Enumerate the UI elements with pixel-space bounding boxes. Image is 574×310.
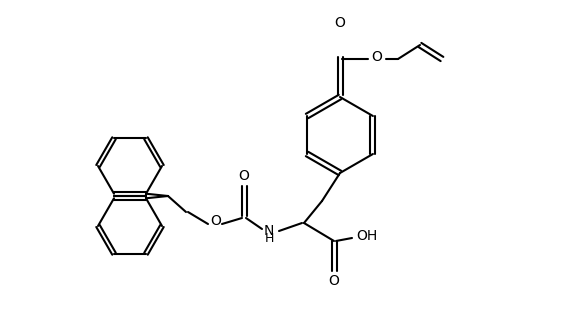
Text: H: H [264,232,274,246]
Text: OH: OH [356,229,377,243]
Text: O: O [335,16,346,30]
Text: O: O [211,214,222,228]
Text: O: O [371,50,382,64]
Text: O: O [328,274,339,288]
Text: O: O [239,169,250,183]
Text: N: N [264,224,274,238]
